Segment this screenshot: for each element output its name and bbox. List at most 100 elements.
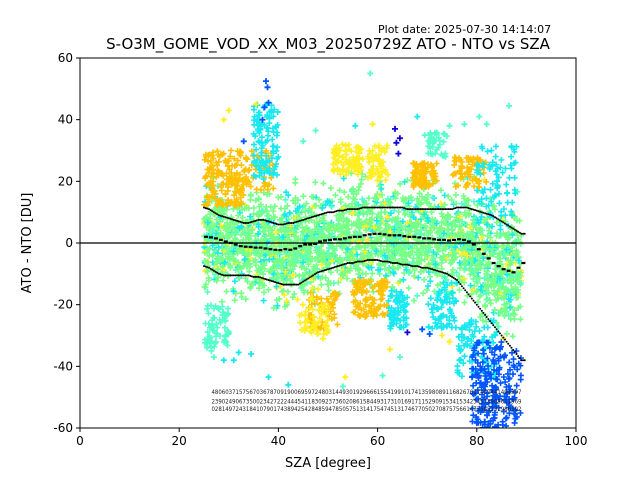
cloud-point (434, 270, 441, 277)
upper-bound-point (320, 213, 323, 216)
cloud-point (477, 314, 484, 320)
cloud-point (316, 315, 323, 322)
upper-bound-point (237, 220, 240, 223)
upper-bound-point (505, 223, 508, 226)
cloud-point (266, 109, 273, 115)
lower-bound-point (431, 268, 434, 271)
upper-bound-point (386, 206, 389, 209)
cloud-point (277, 217, 284, 224)
cloud-point (268, 268, 275, 275)
cloud-point (485, 276, 492, 283)
cloud-point (510, 288, 517, 294)
cloud-point (281, 272, 288, 279)
cloud-point (377, 279, 384, 286)
cloud-point (392, 223, 399, 229)
cloud-point (417, 268, 424, 275)
upper-bound-point (427, 208, 430, 211)
cloud-point (385, 267, 392, 274)
cloud-point (470, 275, 477, 282)
cloud-point (324, 198, 331, 205)
cloud-point (479, 243, 486, 250)
cloud-point (349, 163, 356, 170)
cloud-point (513, 217, 520, 224)
upper-bound-point (403, 207, 406, 210)
cloud-point (410, 182, 417, 189)
cloud-point (352, 157, 359, 163)
cloud-point (455, 334, 462, 340)
cloud-point (324, 328, 331, 335)
cloud-point (427, 134, 434, 141)
cloud-point (237, 201, 244, 208)
upper-bound-point (259, 218, 262, 221)
lower-bound-point (330, 267, 333, 270)
cloud-point (470, 382, 477, 389)
outlier-point (253, 101, 260, 108)
upper-bound-point (350, 208, 353, 211)
upper-bound-point (384, 206, 387, 209)
upper-bound-point (265, 219, 268, 222)
cloud-point (220, 150, 227, 157)
lower-bound-point (457, 281, 460, 284)
cloud-point (357, 180, 364, 187)
cloud-point (444, 322, 451, 329)
lower-bound-point (260, 276, 263, 279)
lower-bound-point (312, 274, 315, 277)
cloud-point (438, 187, 444, 194)
lower-bound-point (404, 263, 407, 266)
cloud-point (405, 227, 412, 234)
cloud-point (213, 230, 220, 237)
cloud-point (497, 258, 504, 265)
cloud-point (225, 197, 232, 204)
upper-bound-point (408, 208, 410, 211)
upper-bound-point (379, 206, 382, 209)
cloud-point (429, 325, 436, 332)
cloud-point (518, 280, 525, 286)
cloud-point (463, 221, 470, 228)
upper-bound-point (520, 232, 523, 235)
cloud-point (509, 405, 516, 412)
outlier-point (300, 138, 307, 145)
cloud-point (376, 234, 383, 241)
cloud-point (440, 253, 447, 260)
cloud-point (428, 168, 435, 175)
cloud-point (236, 271, 242, 278)
lower-bound-point (333, 266, 336, 269)
lower-bound-point (250, 275, 253, 278)
lower-bound-point (227, 274, 230, 277)
lower-bound-point (517, 355, 520, 358)
lower-bound-point (472, 299, 475, 302)
cloud-point (369, 270, 376, 277)
cloud-point (469, 331, 476, 338)
cloud-point (350, 309, 357, 316)
cloud-point (461, 342, 468, 349)
cloud-point (223, 159, 229, 166)
lower-bound-point (413, 265, 415, 268)
upper-bound-point (269, 220, 272, 223)
cloud-point (415, 274, 422, 281)
cloud-point (452, 191, 459, 198)
cloud-point (401, 196, 407, 203)
cloud-point (233, 182, 240, 189)
outlier-point (255, 138, 262, 145)
upper-bound-point (470, 208, 473, 211)
lower-bound-point (523, 359, 526, 362)
upper-bound-point (371, 206, 374, 209)
cloud-point (377, 213, 384, 220)
cloud-point (357, 221, 364, 228)
lower-bound-point (374, 259, 377, 261)
cloud-point (392, 195, 399, 202)
cloud-point (449, 266, 456, 273)
cloud-point (492, 153, 499, 160)
cloud-point (359, 281, 366, 288)
cloud-point (472, 365, 479, 372)
outlier-point (265, 99, 272, 106)
upper-bound-point (479, 210, 482, 213)
upper-bound-point (340, 209, 343, 212)
cloud-point (363, 227, 369, 234)
cloud-point (334, 321, 341, 328)
lower-bound-point (406, 263, 409, 266)
cloud-point (463, 232, 470, 239)
upper-bound-point (270, 221, 273, 224)
cloud-point (429, 151, 436, 158)
cloud-point (315, 286, 322, 293)
